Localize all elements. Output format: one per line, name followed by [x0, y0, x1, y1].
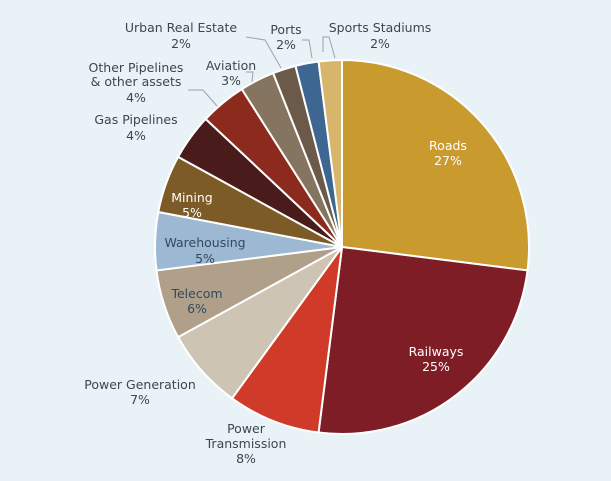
label-power-transmission-pct: 8% — [236, 451, 256, 466]
label-sports-stadiums: Sports Stadiums — [329, 20, 432, 35]
label-gas-pipelines-pct: 4% — [126, 128, 146, 143]
label-urban-real-estate-pct: 2% — [171, 36, 191, 51]
label-other-pipelines-pct: 4% — [126, 90, 146, 105]
label-power-generation-pct: 7% — [130, 392, 150, 407]
label-roads: Roads — [429, 138, 467, 153]
label-railways: Railways — [409, 344, 464, 359]
label-roads-pct: 27% — [434, 153, 462, 168]
slice-railways — [317, 246, 529, 436]
label-mining-pct: 5% — [182, 205, 202, 220]
slice-sports-stadiums — [317, 58, 343, 248]
label-aviation-pct: 3% — [221, 73, 241, 88]
pie-slices — [154, 58, 531, 436]
leader-line-sports-stadiums — [322, 36, 336, 59]
label-warehousing-pct: 5% — [195, 251, 215, 266]
leader-line-aviation — [246, 71, 254, 83]
label-power-transmission-line1: Power — [227, 421, 266, 436]
label-urban-real-estate: Urban Real Estate — [125, 20, 238, 35]
label-other-pipelines-line2: & other assets — [91, 74, 182, 89]
leader-line-other-pipelines — [188, 89, 218, 107]
label-sports-stadiums-pct: 2% — [370, 36, 390, 51]
leader-line-ports — [302, 39, 313, 59]
slice-power-transmission — [231, 246, 343, 434]
label-mining: Mining — [171, 190, 213, 205]
label-telecom-pct: 6% — [187, 301, 207, 316]
slice-roads — [341, 59, 531, 272]
label-ports: Ports — [270, 22, 301, 37]
label-power-generation: Power Generation — [84, 377, 196, 392]
label-gas-pipelines: Gas Pipelines — [94, 112, 177, 127]
label-warehousing: Warehousing — [164, 235, 245, 250]
label-ports-pct: 2% — [276, 37, 296, 52]
leader-line-urban-real-estate — [245, 36, 282, 69]
label-aviation: Aviation — [206, 58, 256, 73]
label-telecom: Telecom — [170, 286, 222, 301]
label-power-transmission-line2: Transmission — [205, 436, 287, 451]
label-other-pipelines-line1: Other Pipelines — [89, 60, 184, 75]
label-railways-pct: 25% — [422, 359, 450, 374]
